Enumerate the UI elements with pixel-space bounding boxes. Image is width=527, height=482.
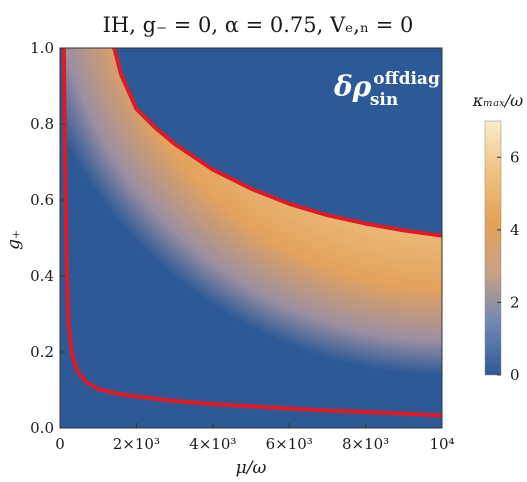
panel-label: δρ offdiag sin xyxy=(333,69,440,110)
x-tick-label: 6×10³ xyxy=(266,435,313,453)
y-tick-label: 0.4 xyxy=(30,267,54,285)
y-tick-label: 0.0 xyxy=(30,419,54,437)
plot-area: δρ offdiag sin xyxy=(59,47,443,429)
y-tick-label: 0.6 xyxy=(30,191,54,209)
x-axis: 0 2×10³ 4×10³ 6×10³ 8×10³ 10⁴ xyxy=(55,423,455,453)
x-tick-label: 2×10³ xyxy=(113,435,160,453)
colorbar-tick-label: 0 xyxy=(510,366,520,384)
y-axis: 0.0 0.2 0.4 0.6 0.8 1.0 xyxy=(30,39,65,437)
x-tick-label: 4×10³ xyxy=(189,435,236,453)
x-axis-label: μ/ω xyxy=(236,458,267,478)
boundary-curve-upper xyxy=(112,48,442,238)
colorbar-tick-label: 4 xyxy=(510,221,520,239)
x-tick-label: 8×10³ xyxy=(342,435,389,453)
chart-title: IH, g₋ = 0, α = 0.75, Vₑ,ₙ = 0 xyxy=(103,13,414,37)
heatmap-region xyxy=(63,48,442,416)
plot-frame xyxy=(59,47,443,429)
colorbar-ticks: 0 2 4 6 xyxy=(497,148,520,384)
colorbar-tick-label: 6 xyxy=(510,148,520,166)
y-axis-label: g₊ xyxy=(4,230,24,250)
boundary-curve-lower xyxy=(61,48,442,418)
colorbar-label: κₘₐₓ/ω xyxy=(472,91,523,110)
x-tick-label: 10⁴ xyxy=(429,435,454,453)
colorbar-bar xyxy=(484,120,502,376)
colorbar: κₘₐₓ/ω 0 2 4 6 xyxy=(472,91,523,384)
y-tick-label: 1.0 xyxy=(30,39,54,57)
x-tick-label: 0 xyxy=(55,435,65,453)
colorbar-tick-label: 2 xyxy=(510,293,520,311)
y-tick-label: 0.2 xyxy=(30,343,54,361)
y-tick-label: 0.8 xyxy=(30,115,54,133)
